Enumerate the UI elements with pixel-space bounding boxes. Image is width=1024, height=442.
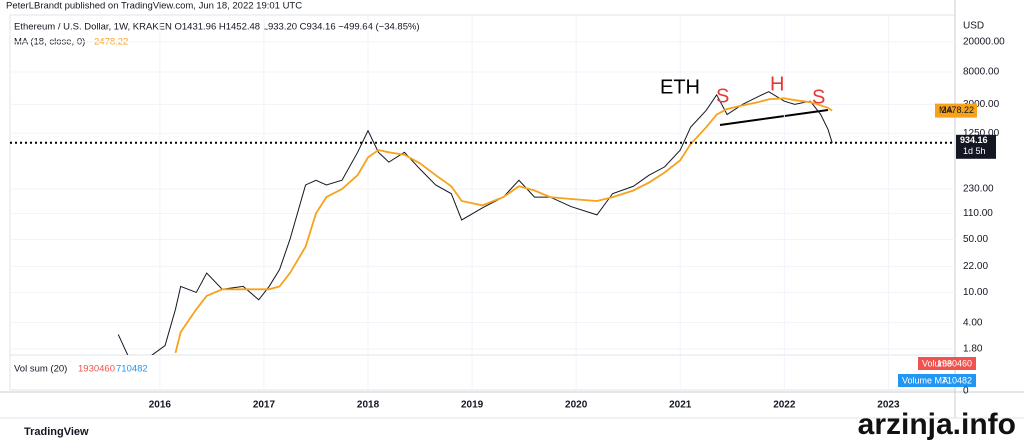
x-tick-label: 2018 — [357, 400, 380, 411]
annotation: ETH — [660, 76, 700, 98]
annotation: S — [716, 85, 729, 107]
volume-sum: 1930460 — [78, 364, 115, 375]
publisher: PeterLBrandt published on TradingView.co… — [6, 1, 302, 12]
y-tick-label: 230.00 — [963, 184, 994, 195]
neckline — [719, 109, 829, 126]
y-tick-label: 1.80 — [963, 344, 983, 355]
y-tick-label: 110.00 — [963, 208, 993, 219]
x-tick-label: 2023 — [877, 400, 900, 411]
x-tick-label: 2020 — [565, 400, 588, 411]
y-tick-label: 50.00 — [963, 234, 988, 245]
annotation: S — [812, 86, 825, 108]
volume-ma-badge — [898, 374, 976, 387]
ma-badge — [935, 103, 977, 118]
x-tick-label: 2019 — [461, 400, 484, 411]
volume-title: Vol sum (20) — [14, 364, 67, 375]
annotation: H — [770, 73, 784, 95]
ma-badge-value: 2478.22 — [941, 105, 974, 115]
series-line — [117, 91, 833, 355]
volume-badge-label: Volume — [922, 358, 952, 368]
volume-badge — [918, 357, 976, 370]
x-tick-label: 2016 — [149, 400, 172, 411]
volume-zero: 0 — [963, 386, 969, 397]
volume-ma: 710482 — [116, 364, 148, 375]
last-price-badge — [956, 134, 996, 159]
y-tick-label: 10.00 — [963, 287, 988, 298]
last-price-label: 934.16 — [960, 135, 988, 145]
y-tick-label: 1250.00 — [963, 128, 1000, 139]
plot-frame — [9, 14, 956, 391]
brand: TradingView — [24, 426, 89, 438]
series-line — [174, 97, 833, 354]
x-tick-label: 2022 — [773, 400, 796, 411]
volume-ma-badge-label: Volume MA — [902, 375, 948, 385]
plot-area — [117, 91, 833, 355]
x-tick-label: 2021 — [669, 400, 692, 411]
symbol-line: Ethereum / U.S. Dollar, 1W, KRAKEN O1431… — [14, 22, 420, 33]
watermark: arzinja.info — [858, 408, 1016, 441]
currency: USD — [963, 21, 984, 32]
volume-badge-value: 1930460 — [937, 358, 972, 368]
y-tick-label: 3000.00 — [963, 99, 1000, 110]
countdown: 1d 5h — [963, 146, 986, 156]
ma-badge-label: MA — [939, 105, 953, 115]
x-tick-label: 2017 — [253, 400, 276, 411]
y-tick-label: 22.00 — [963, 261, 988, 272]
volume-ma-badge-value: 710482 — [942, 375, 972, 385]
y-tick-label: 20000.00 — [963, 36, 1005, 47]
y-tick-label: 8000.00 — [963, 67, 1000, 78]
y-tick-label: 4.00 — [963, 317, 983, 328]
